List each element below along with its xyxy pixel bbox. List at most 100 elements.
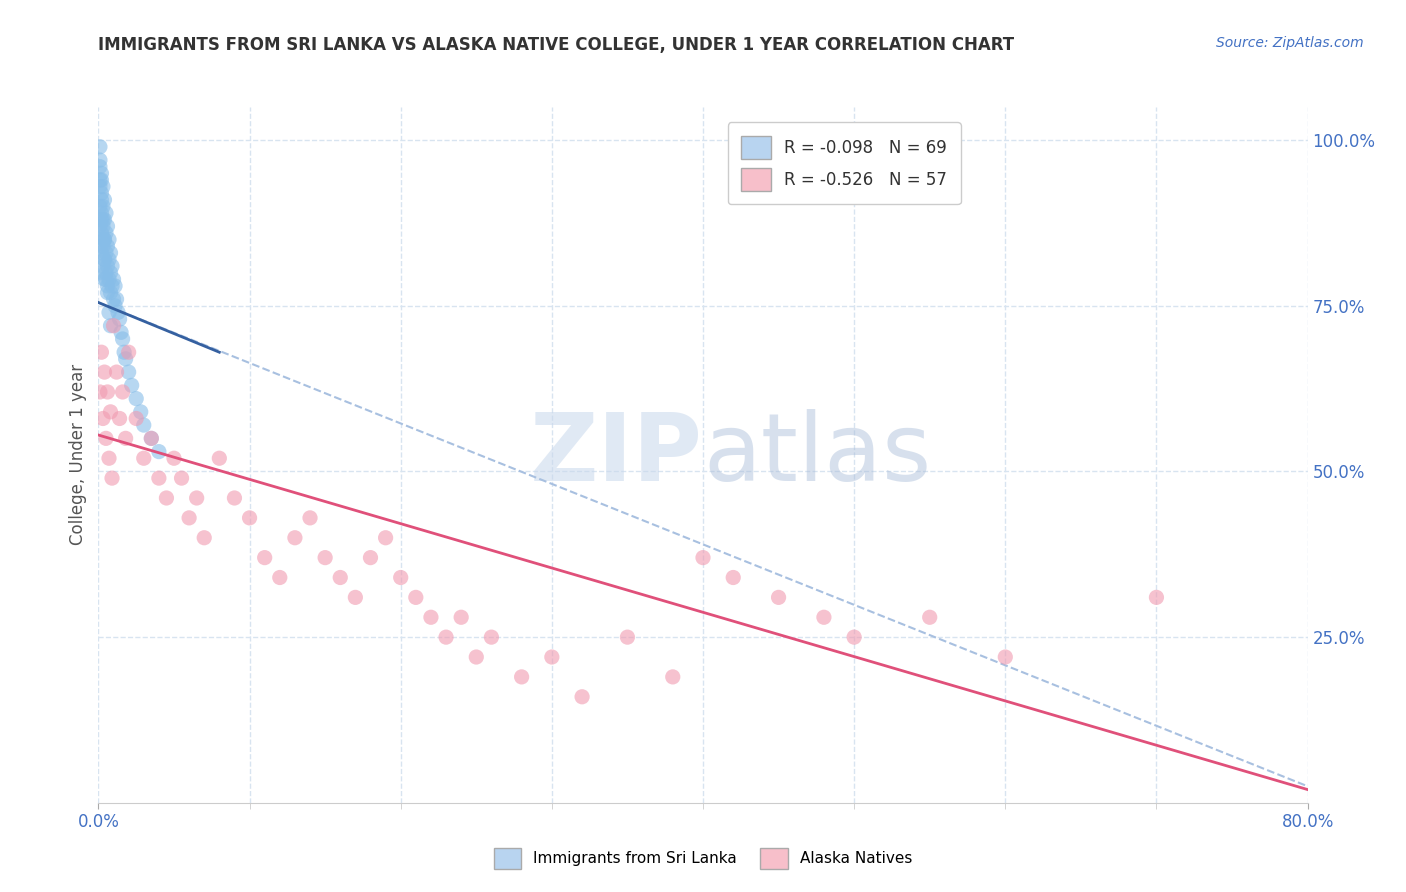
Point [125,392,148,406]
Point [93,365,115,379]
Point [91,219,114,234]
Point [389,570,412,584]
Y-axis label: College, Under 1 year: College, Under 1 year [69,364,87,546]
Point [420,610,443,624]
Point [540,650,562,665]
Point [96,285,118,300]
Point [344,591,367,605]
Point [98,451,121,466]
Point [103,272,125,286]
Point [465,650,488,665]
Point [239,511,262,525]
Point [844,630,866,644]
Point [111,332,134,346]
Point [360,550,382,565]
Point [121,378,143,392]
Point [89,173,111,187]
Point [105,292,128,306]
Point [89,199,111,213]
Point [93,252,115,267]
Point [104,279,127,293]
Point [374,531,396,545]
Point [994,650,1017,665]
Point [434,630,457,644]
Point [125,411,148,425]
Point [91,199,114,213]
Point [571,690,593,704]
Legend: Immigrants from Sri Lanka, Alaska Natives: Immigrants from Sri Lanka, Alaska Native… [488,841,918,875]
Point [94,266,117,280]
Point [89,239,111,253]
Point [91,212,114,227]
Point [100,318,122,333]
Point [91,239,114,253]
Point [94,206,117,220]
Point [89,153,111,167]
Point [101,259,124,273]
Point [112,345,135,359]
Point [90,186,112,201]
Point [253,550,276,565]
Point [108,312,131,326]
Point [170,471,193,485]
Point [405,591,427,605]
Point [89,179,111,194]
Point [93,233,115,247]
Point [314,550,336,565]
Point [96,259,118,273]
Point [114,351,136,366]
Point [132,418,155,433]
Point [329,570,352,584]
Point [98,272,121,286]
Point [89,140,111,154]
Point [90,206,112,220]
Point [93,193,115,207]
Point [1144,591,1167,605]
Point [186,491,208,505]
Point [90,226,112,240]
Point [91,179,114,194]
Point [89,219,111,234]
Point [118,365,141,379]
Point [96,219,118,234]
Legend: R = -0.098   N = 69, R = -0.526   N = 57: R = -0.098 N = 69, R = -0.526 N = 57 [728,122,960,204]
Point [94,226,117,240]
Point [90,173,112,187]
Point [94,431,117,445]
Point [141,431,163,445]
Point [90,345,112,359]
Point [93,212,115,227]
Point [224,491,246,505]
Point [91,233,114,247]
Point [114,431,136,445]
Point [148,471,170,485]
Point [90,193,112,207]
Point [103,318,125,333]
Point [155,491,177,505]
Point [91,259,114,273]
Point [90,166,112,180]
Point [813,610,835,624]
Point [100,245,122,260]
Point [132,451,155,466]
Point [111,384,134,399]
Point [93,233,115,247]
Text: IMMIGRANTS FROM SRI LANKA VS ALASKA NATIVE COLLEGE, UNDER 1 YEAR CORRELATION CHA: IMMIGRANTS FROM SRI LANKA VS ALASKA NATI… [98,36,1015,54]
Point [96,279,118,293]
Point [93,252,115,267]
Point [98,233,121,247]
Point [299,511,322,525]
Point [94,245,117,260]
Point [100,266,122,280]
Point [662,670,685,684]
Point [193,531,215,545]
Point [90,212,112,227]
Point [110,326,132,340]
Text: atlas: atlas [703,409,931,501]
Point [96,384,118,399]
Point [141,431,163,445]
Point [692,550,714,565]
Point [163,451,186,466]
Point [89,160,111,174]
Text: ZIP: ZIP [530,409,703,501]
